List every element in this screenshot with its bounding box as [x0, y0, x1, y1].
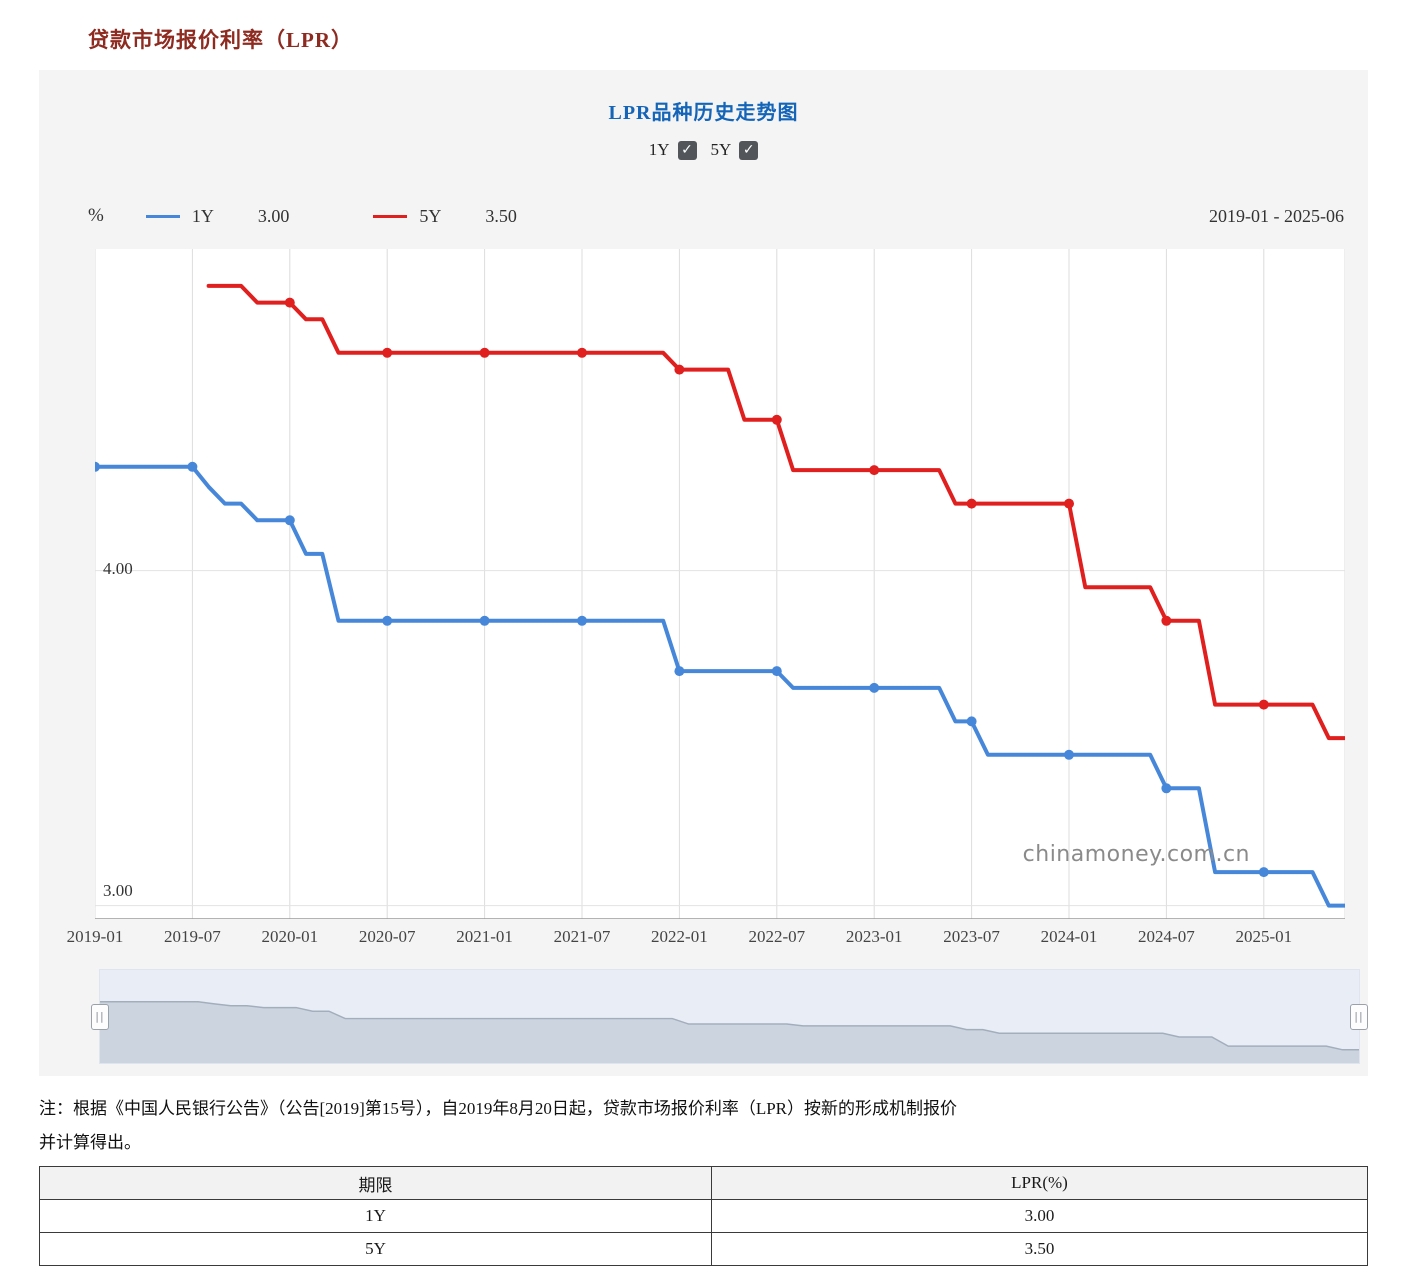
toggle-5y[interactable]: 5Y ✓ — [711, 140, 759, 160]
legend-item-1y[interactable]: 1Y 3.00 — [145, 205, 290, 227]
y-axis-tick-4: 4.00 — [103, 559, 133, 578]
y-axis-unit-label: % — [88, 205, 104, 226]
table-header-term: 期限 — [39, 1166, 712, 1200]
toggle-1y-label: 1Y — [648, 140, 670, 159]
x-axis-tick: 2020-07 — [358, 927, 416, 946]
x-axis-labels: 2019-01 2019-07 2020-01 2020-07 2021-01 2021-… — [67, 919, 1345, 953]
x-axis-tick: 2022-01 — [651, 927, 708, 946]
x-axis-tick: 2024-07 — [1138, 927, 1195, 946]
data-zoom-preview[interactable] — [100, 970, 1359, 1063]
x-axis-tick: 2023-01 — [845, 927, 903, 946]
table-header-row: 期限 LPR(%) — [39, 1166, 1369, 1200]
legend-value-1y: 3.00 — [257, 205, 290, 226]
table-row: 5Y 3.50 — [39, 1232, 1369, 1266]
toggle-5y-label: 5Y — [710, 140, 732, 159]
legend-name-5y: 5Y — [419, 205, 442, 226]
table-cell-term-5y: 5Y — [39, 1232, 712, 1266]
y-axis-tick-3: 3.00 — [103, 881, 133, 900]
grip-icon: || — [1354, 1010, 1364, 1023]
legend-row: % 1Y 3.00 5Y 3.50 2019-01 - 2025-06 — [88, 203, 1344, 229]
table-cell-value-5y: 3.50 — [710, 1232, 1369, 1266]
legend-line-icon — [145, 214, 180, 218]
date-range-label: 2019-01 - 2025-06 — [1209, 205, 1344, 226]
x-axis-tick: 2021-01 — [456, 927, 513, 946]
checkmark-icon: ✓ — [681, 142, 693, 158]
table-row: 1Y 3.00 — [39, 1199, 1369, 1233]
chart-panel: LPR品种历史走势图 1Y ✓ 5Y ✓ % 1Y 3.00 5Y 3.50 2… — [39, 70, 1368, 1076]
x-axis-tick: 2019-07 — [164, 927, 221, 946]
checkbox-5y[interactable]: ✓ — [739, 140, 759, 160]
legend-name-1y: 1Y — [191, 205, 214, 226]
slider-handle-right[interactable]: || — [1350, 1003, 1368, 1030]
x-axis-tick: 2024-01 — [1040, 927, 1098, 946]
watermark: chinamoney.com.cn — [1022, 842, 1250, 867]
checkmark-icon: ✓ — [742, 142, 755, 158]
footnote: 注：根据《中国人民银行公告》（公告[2019]第15号），自2019年8月20日… — [39, 1092, 1368, 1160]
data-zoom-slider[interactable]: || || — [91, 969, 1368, 1064]
grip-icon: || — [95, 1010, 105, 1023]
legend-item-5y[interactable]: 5Y 3.50 — [373, 206, 517, 227]
checkbox-1y[interactable]: ✓ — [677, 140, 697, 160]
series-toggle-controls: 1Y ✓ 5Y ✓ — [39, 137, 1368, 163]
page-title: 贷款市场报价利率（LPR） — [88, 28, 353, 52]
table-header-lpr: LPR(%) — [710, 1166, 1369, 1200]
slider-handle-left[interactable]: || — [91, 1003, 109, 1030]
table-cell-term-1y: 1Y — [39, 1199, 712, 1233]
x-axis-tick: 2021-07 — [553, 927, 611, 946]
table-cell-value-1y: 3.00 — [710, 1199, 1369, 1233]
x-axis-tick: 2020-01 — [261, 927, 319, 946]
chart-title: LPR品种历史走势图 — [608, 102, 799, 124]
lpr-trend-plot[interactable]: 4.00 3.00 chinamoney.com.cn — [95, 249, 1345, 919]
x-axis-tick: 2023-07 — [943, 927, 1000, 946]
x-axis-tick: 2019-01 — [66, 927, 124, 946]
x-axis-tick: 2022-07 — [748, 927, 806, 946]
footnote-line-1: 注：根据《中国人民银行公告》（公告[2019]第15号），自2019年8月20日… — [39, 1099, 957, 1118]
page-header: 贷款市场报价利率（LPR） — [0, 0, 1407, 70]
x-axis-tick: 2025-01 — [1235, 927, 1293, 946]
legend-value-5y: 3.50 — [485, 205, 517, 226]
legend-line-icon — [373, 214, 408, 218]
toggle-1y[interactable]: 1Y ✓ — [649, 140, 697, 160]
plot-canvas[interactable] — [95, 249, 1345, 919]
footnote-line-2: 并计算得出。 — [39, 1133, 141, 1152]
lpr-summary-table: 期限 LPR(%) 1Y 3.00 5Y 3.50 — [39, 1166, 1369, 1266]
